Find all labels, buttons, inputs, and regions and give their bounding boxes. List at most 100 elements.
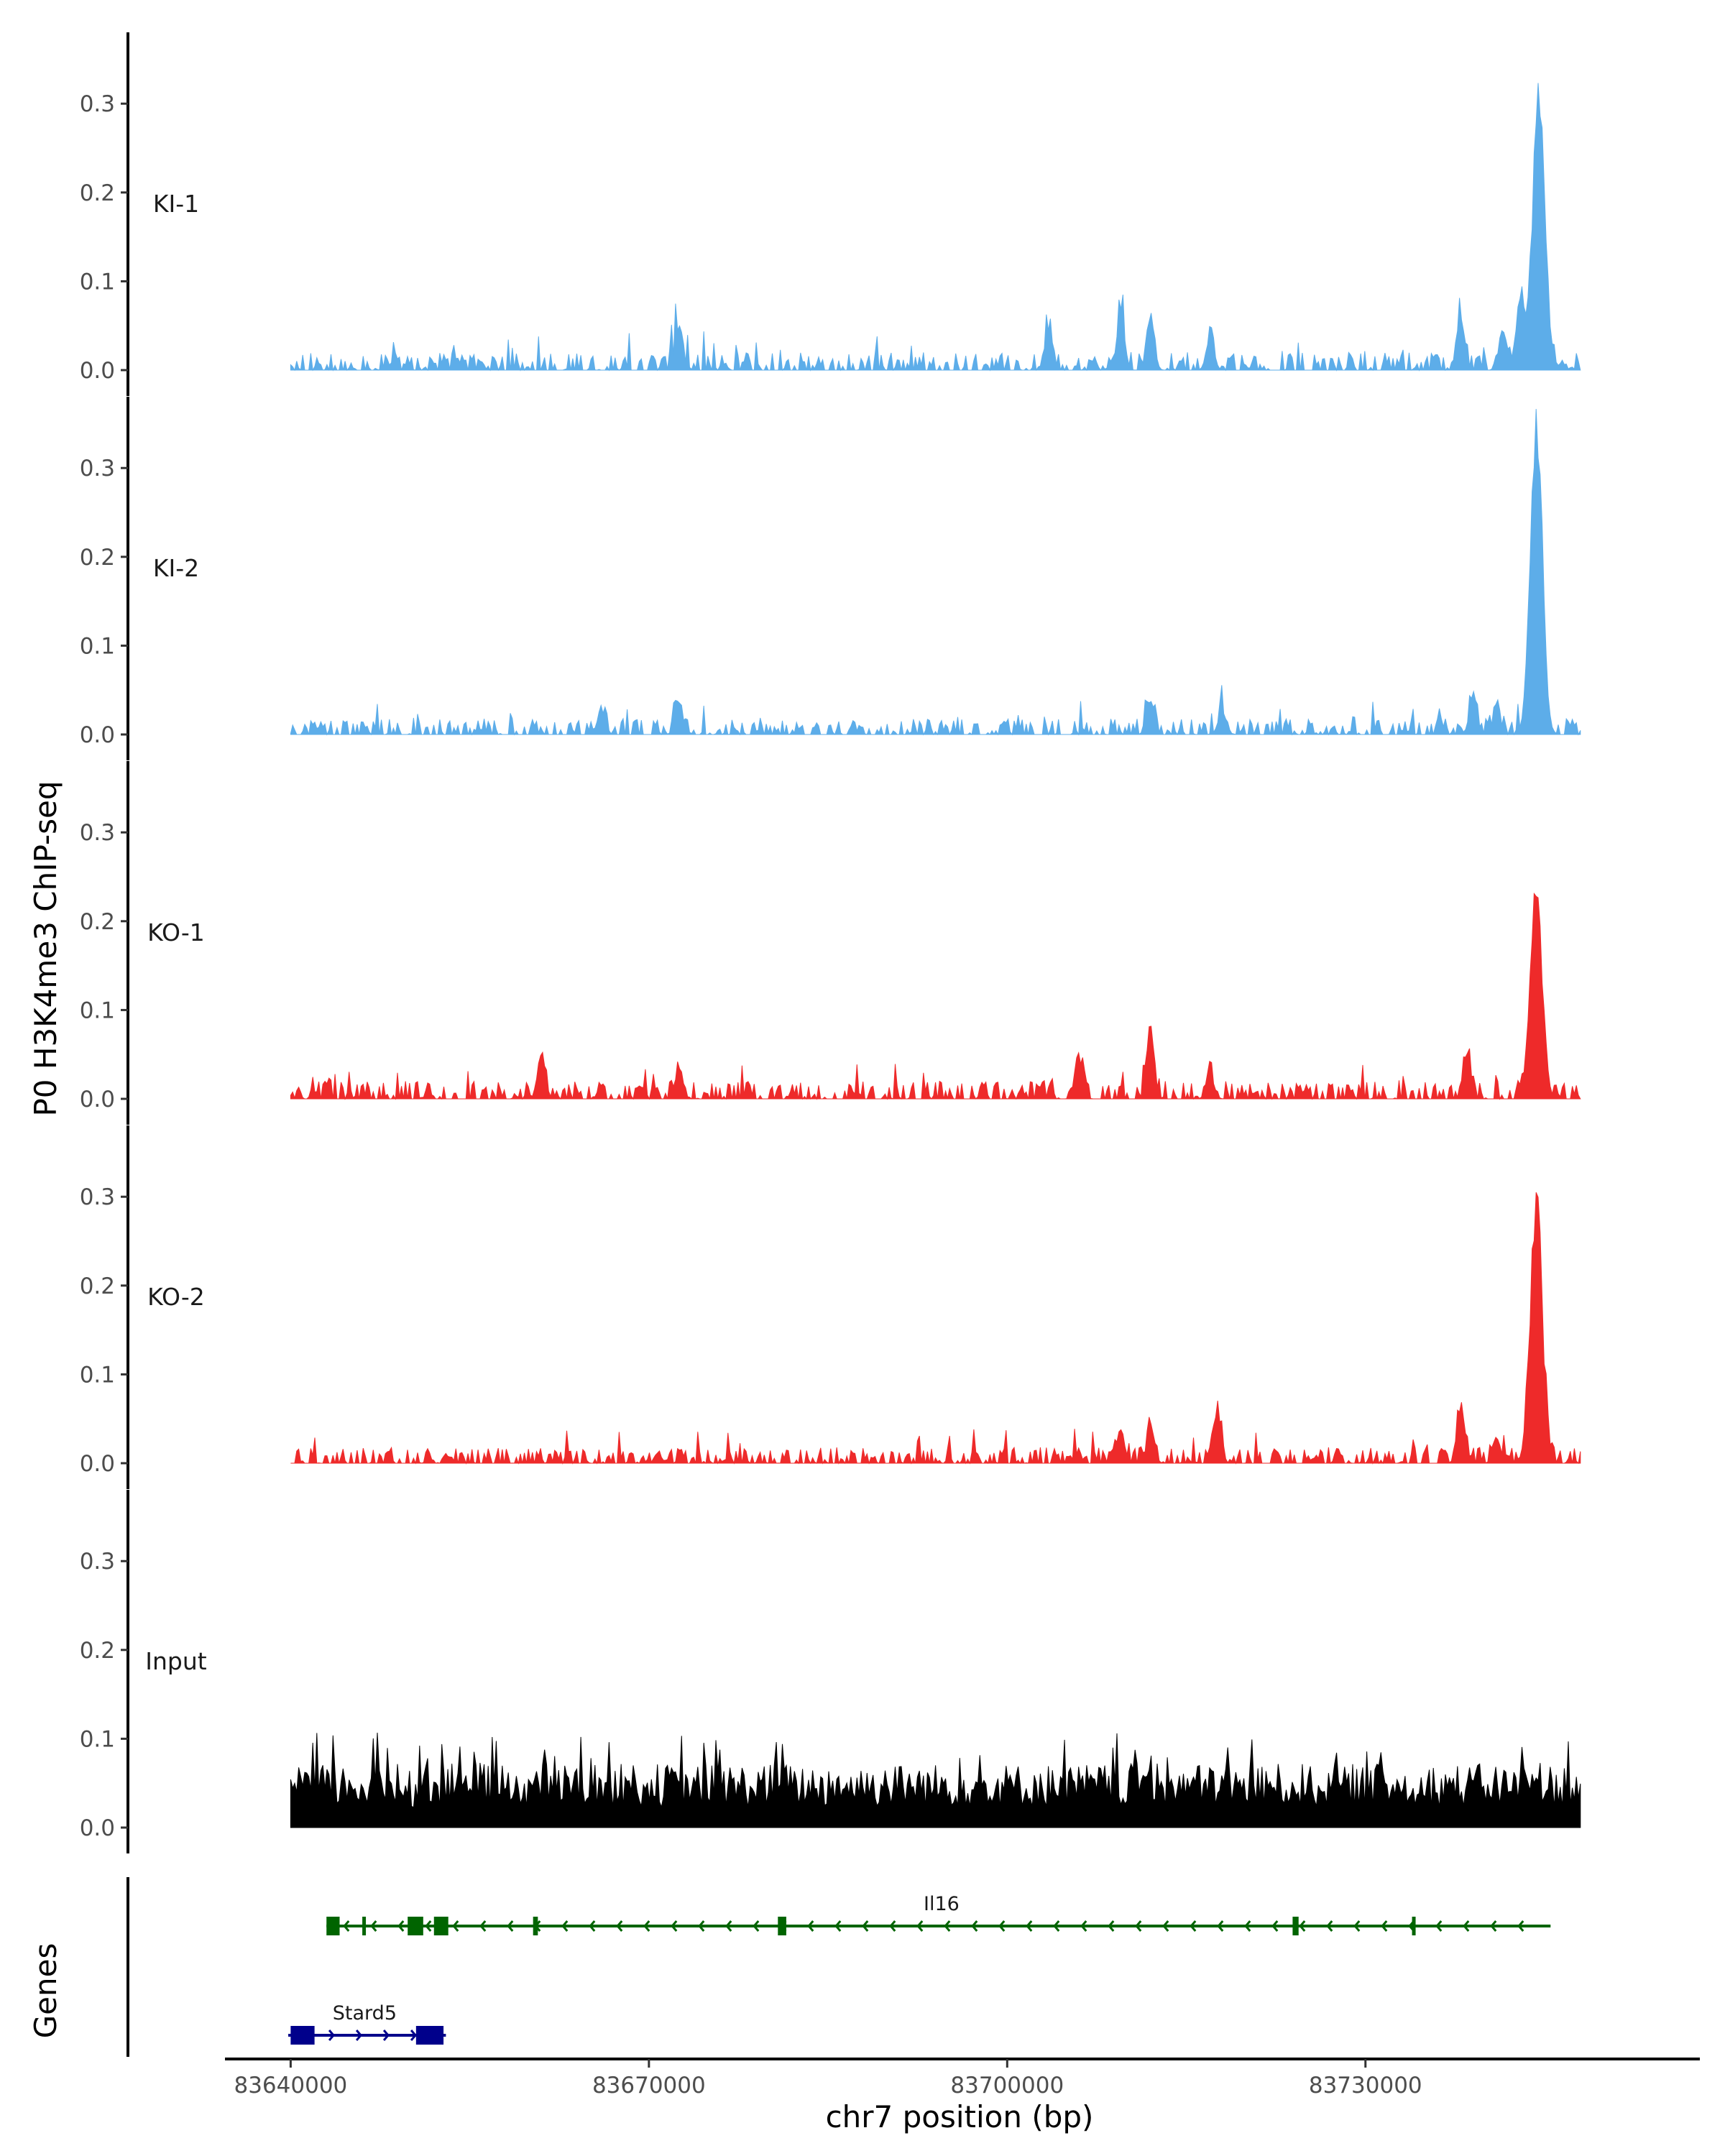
signal-area-ko-2 — [290, 1192, 1581, 1465]
strand-arrow — [1026, 1920, 1033, 1932]
x-tick-label: 83730000 — [1309, 2073, 1422, 2099]
signal-area-ki-2 — [290, 409, 1581, 736]
gene-exon — [290, 2026, 315, 2045]
strand-arrow — [753, 1920, 760, 1932]
y-tick-label: 0.2 — [80, 545, 115, 571]
signal-area-input — [290, 1732, 1581, 1828]
gene-exon — [408, 1917, 423, 1935]
y-tick-label: 0.2 — [80, 180, 115, 206]
strand-arrow — [698, 1920, 705, 1932]
y-tick-label: 0.3 — [80, 1549, 115, 1575]
y-tick-label: 0.0 — [80, 1087, 115, 1112]
gene-exon — [433, 1917, 448, 1935]
strand-arrow — [1080, 1920, 1087, 1932]
strand-arrow — [1190, 1920, 1197, 1932]
y-tick-label: 0.3 — [80, 456, 115, 482]
strand-arrow — [725, 1920, 732, 1932]
strand-arrow — [507, 1920, 514, 1932]
x-axis-title: chr7 position (bp) — [826, 2099, 1094, 2134]
strand-arrow — [1108, 1920, 1115, 1932]
strand-arrow — [355, 2030, 363, 2041]
y-tick-label: 0.0 — [80, 722, 115, 748]
gene-label: Il16 — [924, 1893, 960, 1915]
gene-label: Stard5 — [333, 2002, 397, 2024]
strand-arrow — [1271, 1920, 1279, 1932]
strand-arrow — [561, 1920, 569, 1932]
strand-arrow — [425, 1920, 432, 1932]
track-label: KI-1 — [153, 190, 199, 218]
y-tick-label: 0.1 — [80, 998, 115, 1023]
y-tick-label: 0.2 — [80, 1638, 115, 1664]
track-ko-2: 0.0 0.1 0.2 0.3 KO-2 — [80, 1125, 1581, 1489]
strand-arrow — [916, 1920, 924, 1932]
y-tick-label: 0.3 — [80, 1184, 115, 1210]
gene-exon — [1412, 1917, 1416, 1935]
strand-arrow — [616, 1920, 623, 1932]
strand-arrow — [410, 2030, 418, 2041]
strand-arrow — [1299, 1920, 1306, 1932]
gene-exon — [778, 1917, 786, 1935]
genes-panel: Genes Il16 Stard5 — [28, 1877, 1551, 2057]
y-tick-label: 0.0 — [80, 358, 115, 384]
strand-arrow — [998, 1920, 1006, 1932]
strand-arrow — [1053, 1920, 1060, 1932]
x-tick-label: 83640000 — [234, 2073, 347, 2099]
strand-arrow — [452, 1920, 459, 1932]
strand-arrow — [971, 1920, 978, 1932]
strand-arrow — [1517, 1920, 1524, 1932]
gene-il16: Il16 — [326, 1893, 1551, 1935]
strand-arrow — [643, 1920, 650, 1932]
signal-area-ki-1 — [290, 83, 1581, 372]
track-label: KO-2 — [147, 1283, 205, 1311]
strand-arrow — [479, 1920, 487, 1932]
signal-tracks: 0.00.10.20.3KI-10.00.10.20.3KI-20.00.10.… — [80, 32, 1581, 1853]
track-ko-1: 0.0 0.1 0.2 0.3 KO-1 — [80, 761, 1581, 1125]
gene-exon — [415, 2026, 444, 2045]
strand-arrow — [1217, 1920, 1224, 1932]
gene-stard5: Stard5 — [288, 2002, 446, 2045]
x-tick-label: 83670000 — [592, 2073, 706, 2099]
y-tick-label: 0.2 — [80, 909, 115, 935]
y-tick-label: 0.1 — [80, 269, 115, 295]
y-tick-label: 0.0 — [80, 1451, 115, 1477]
strand-arrow — [671, 1920, 678, 1932]
y-tick-label: 0.2 — [80, 1273, 115, 1299]
gene-exon — [326, 1917, 340, 1935]
y-tick-label: 0.1 — [80, 633, 115, 659]
strand-arrow — [1490, 1920, 1497, 1932]
track-ki-2: 0.0 0.1 0.2 0.3 KI-2 — [80, 397, 1581, 760]
strand-arrow — [1435, 1920, 1443, 1932]
x-axis: 83640000 83670000 83700000 83730000 — [225, 2058, 1700, 2099]
strand-arrow — [1162, 1920, 1169, 1932]
strand-arrow — [1381, 1920, 1388, 1932]
y-tick-label: 0.1 — [80, 1726, 115, 1752]
genes-axis-title: Genes — [28, 1943, 63, 2039]
gene-exon — [362, 1917, 367, 1935]
strand-arrow — [328, 2030, 336, 2041]
strand-arrow — [1244, 1920, 1251, 1932]
strand-arrow — [589, 1920, 596, 1932]
strand-arrow — [862, 1920, 869, 1932]
strand-arrow — [889, 1920, 896, 1932]
track-label: KI-2 — [153, 554, 199, 582]
strand-arrow — [370, 1920, 377, 1932]
x-tick-label: 83700000 — [950, 2073, 1064, 2099]
strand-arrow — [1326, 1920, 1333, 1932]
y-tick-label: 0.3 — [80, 91, 115, 117]
strand-arrow — [1463, 1920, 1470, 1932]
strand-arrow — [807, 1920, 814, 1932]
track-input: 0.0 0.1 0.2 0.3 Input — [80, 1490, 1581, 1853]
track-ki-1: 0.0 0.1 0.2 0.3 KI-1 — [80, 32, 1581, 396]
y-axis-title: P0 H3K4me3 ChIP-seq — [28, 780, 63, 1116]
y-tick-label: 0.1 — [80, 1362, 115, 1388]
track-label: Input — [145, 1647, 207, 1675]
strand-arrow — [1135, 1920, 1142, 1932]
strand-arrow — [1353, 1920, 1361, 1932]
strand-arrow — [397, 1920, 405, 1932]
strand-arrow — [944, 1920, 951, 1932]
gene-exon — [1292, 1917, 1299, 1935]
y-tick-label: 0.3 — [80, 820, 115, 846]
strand-arrow — [834, 1920, 842, 1932]
signal-area-ko-1 — [290, 892, 1581, 1100]
